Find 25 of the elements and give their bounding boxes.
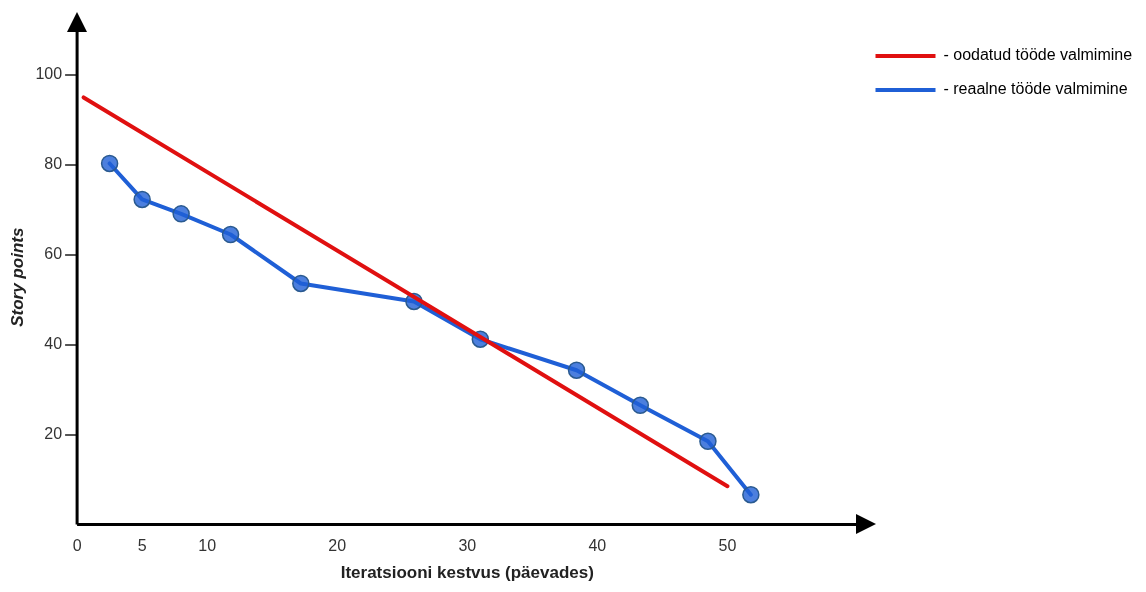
point — [567, 361, 586, 379]
x-tick-label: 30 — [458, 537, 477, 555]
x-tick-label: 50 — [718, 537, 737, 555]
y-tick-label: 40 — [44, 335, 63, 353]
point — [631, 396, 650, 415]
y-axis-title: Story points — [7, 227, 27, 327]
point — [172, 205, 190, 223]
point — [133, 190, 151, 209]
point — [221, 225, 240, 244]
y-tick-label: 100 — [35, 65, 63, 83]
x-tick-label: 40 — [588, 537, 607, 555]
y-tick-label: 20 — [44, 424, 63, 442]
x-tick-label: 10 — [198, 537, 217, 555]
point — [100, 154, 119, 173]
point — [699, 432, 717, 450]
legend-label: - reaalne tööde valmimine — [943, 80, 1128, 98]
x-tick-label: 0 — [72, 537, 82, 555]
y-tick-label: 80 — [44, 155, 63, 173]
x-tick-label: 20 — [328, 537, 347, 555]
legend-label: - oodatud tööde valmimine — [943, 46, 1133, 64]
x-axis-title: Iteratsiooni kestvus (päevades) — [340, 563, 594, 583]
point — [742, 485, 760, 504]
y-tick-label: 60 — [44, 245, 63, 263]
x-tick-label: 5 — [137, 537, 147, 555]
point — [292, 274, 310, 293]
